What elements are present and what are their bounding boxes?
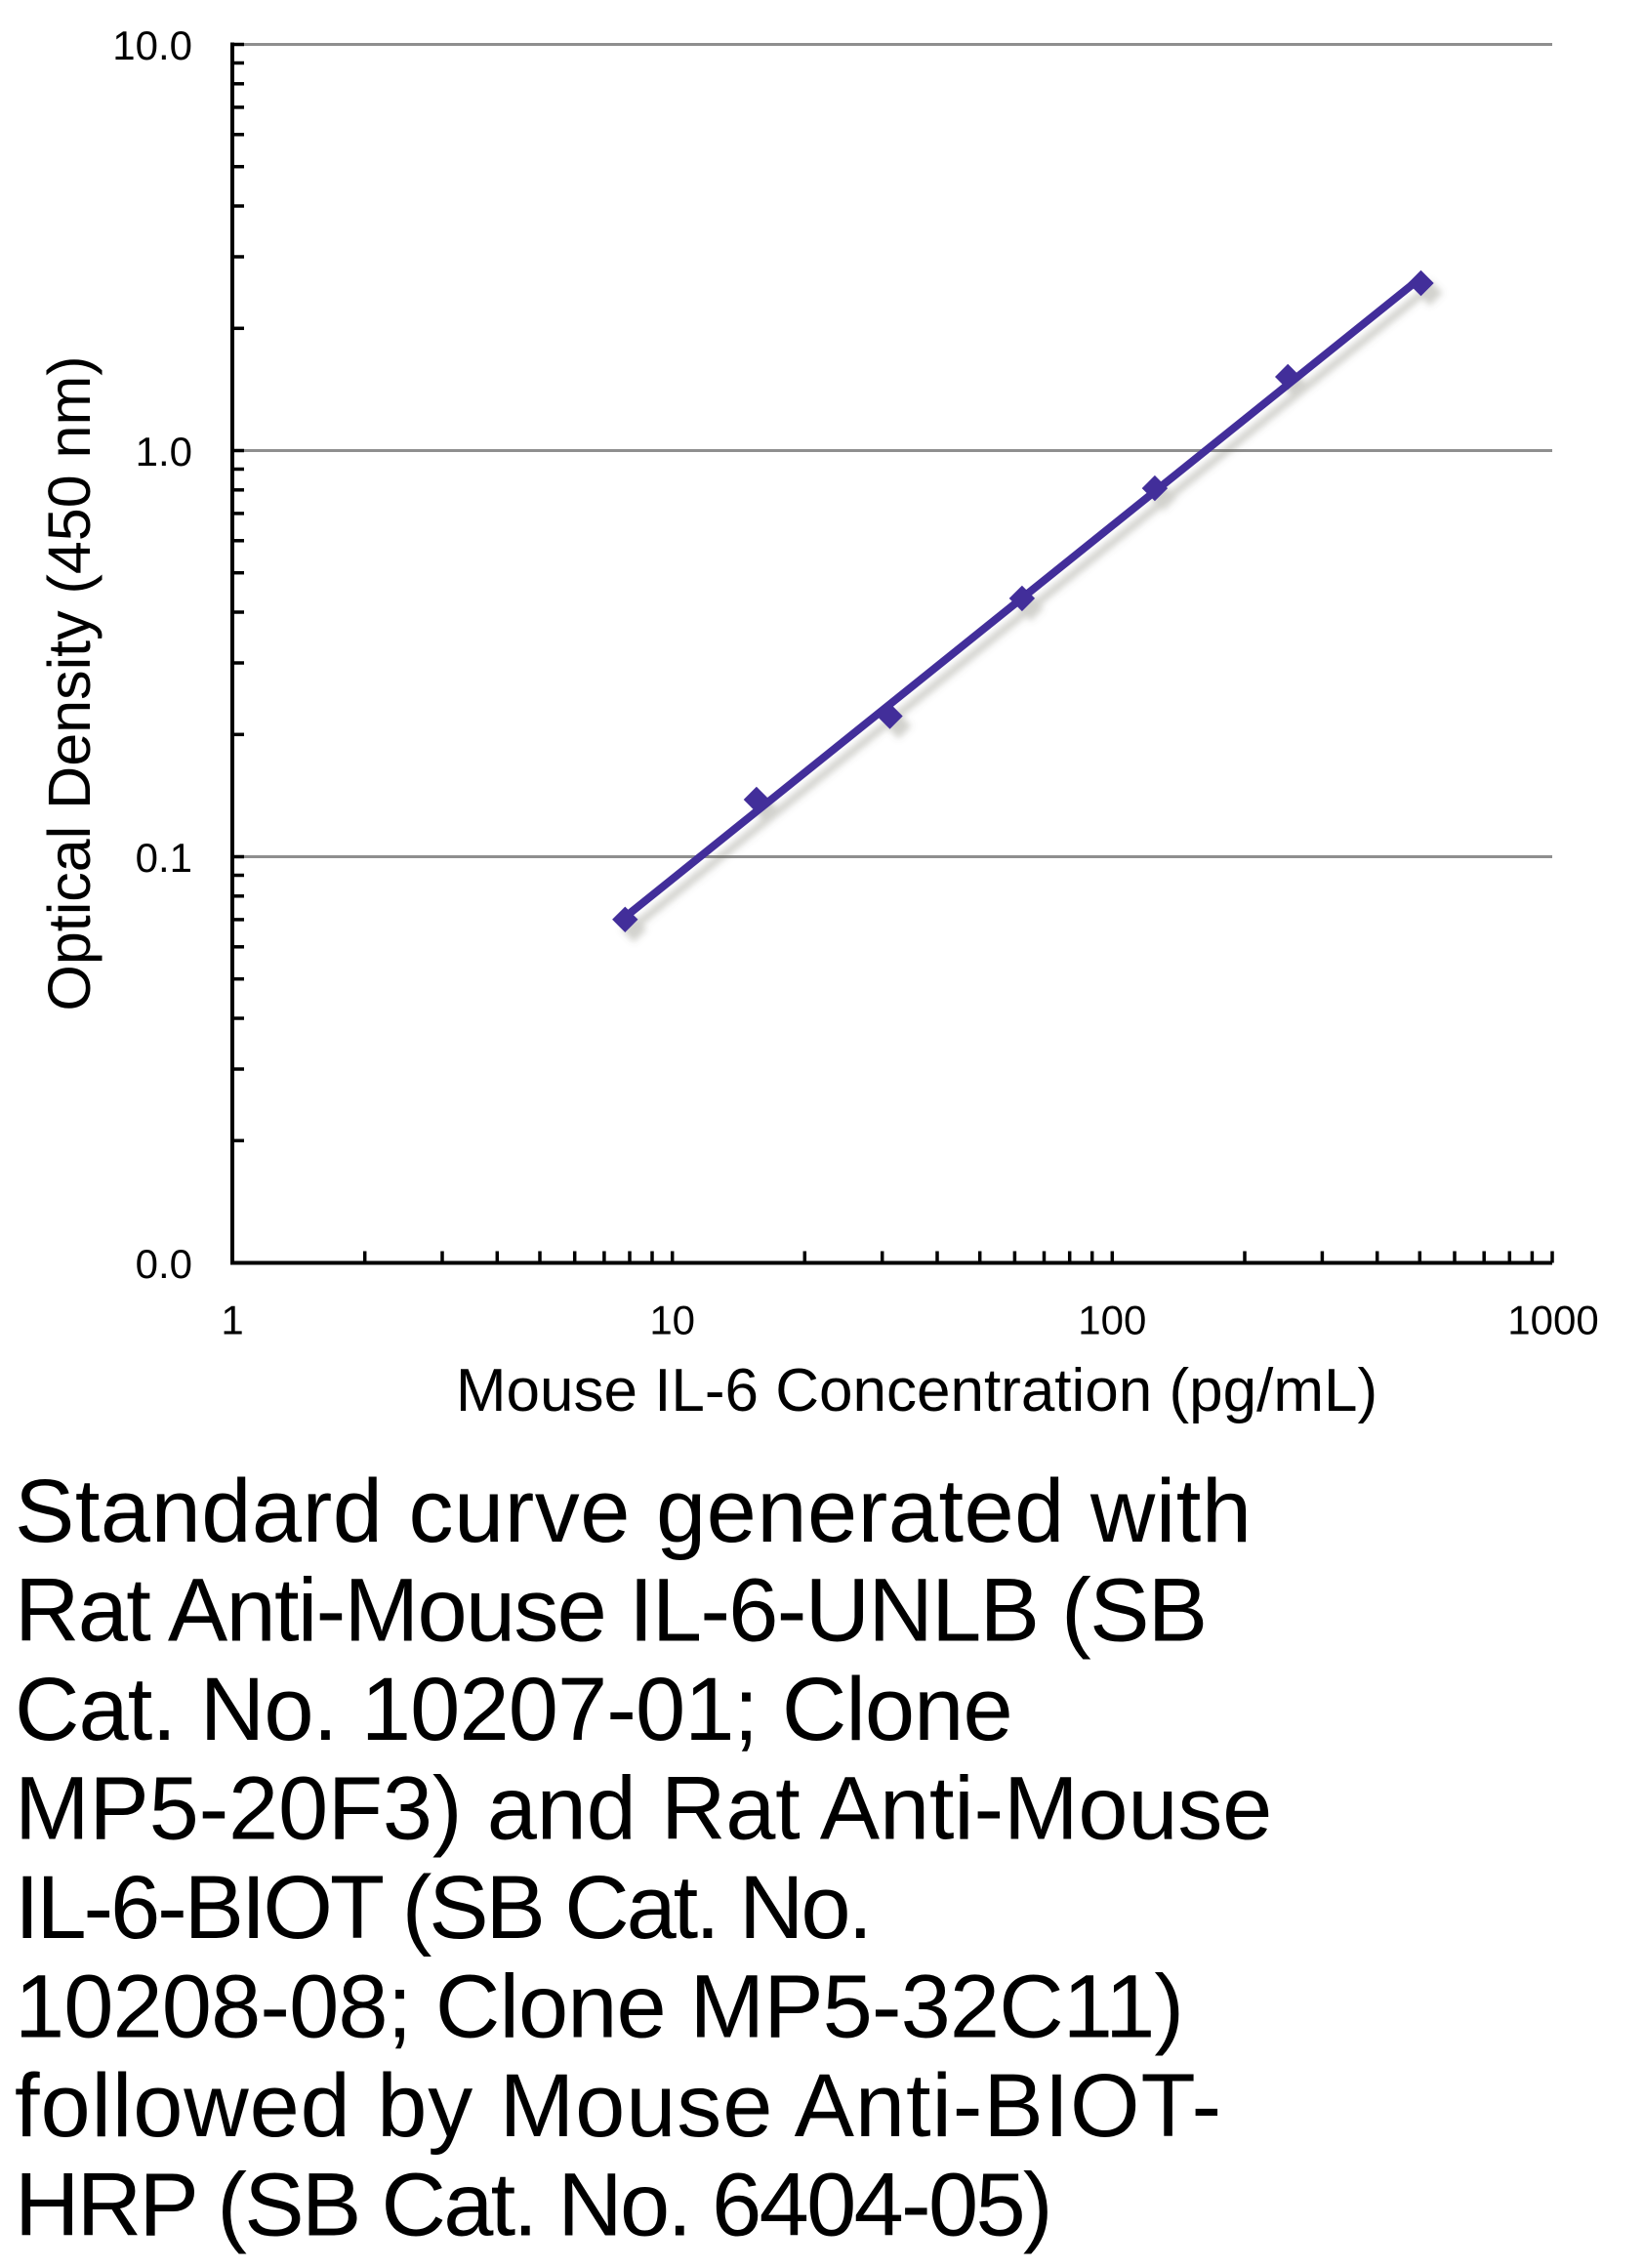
svg-text:100: 100 (1078, 1298, 1146, 1343)
svg-text:Mouse IL-6 Concentration (pg/m: Mouse IL-6 Concentration (pg/mL) (456, 1357, 1377, 1424)
svg-text:0.0: 0.0 (136, 1241, 192, 1287)
svg-text:Standard curve generated with: Standard curve generated with (15, 1462, 1253, 1561)
svg-text:10208-08; Clone MP5-32C11): 10208-08; Clone MP5-32C11) (15, 1958, 1183, 2057)
svg-text:1: 1 (221, 1298, 243, 1343)
svg-text:Optical Density (450 nm): Optical Density (450 nm) (36, 355, 103, 1010)
svg-text:0.1: 0.1 (136, 835, 192, 881)
svg-text:1000: 1000 (1507, 1298, 1598, 1343)
svg-text:followed by Mouse Anti-BIOT-: followed by Mouse Anti-BIOT- (15, 2056, 1222, 2156)
svg-text:1.0: 1.0 (136, 429, 192, 474)
svg-text:Cat. No. 10207-01; Clone: Cat. No. 10207-01; Clone (15, 1660, 1012, 1759)
svg-text:Rat Anti-Mouse IL-6-UNLB (SB: Rat Anti-Mouse IL-6-UNLB (SB (15, 1561, 1206, 1661)
svg-text:MP5-20F3) and Rat Anti-Mouse: MP5-20F3) and Rat Anti-Mouse (15, 1759, 1272, 1859)
svg-text:IL-6-BIOT (SB Cat. No.: IL-6-BIOT (SB Cat. No. (15, 1858, 870, 1958)
svg-text:10.0: 10.0 (112, 22, 192, 68)
svg-text:10: 10 (649, 1298, 695, 1343)
svg-text:HRP (SB Cat. No. 6404-05): HRP (SB Cat. No. 6404-05) (15, 2156, 1050, 2255)
